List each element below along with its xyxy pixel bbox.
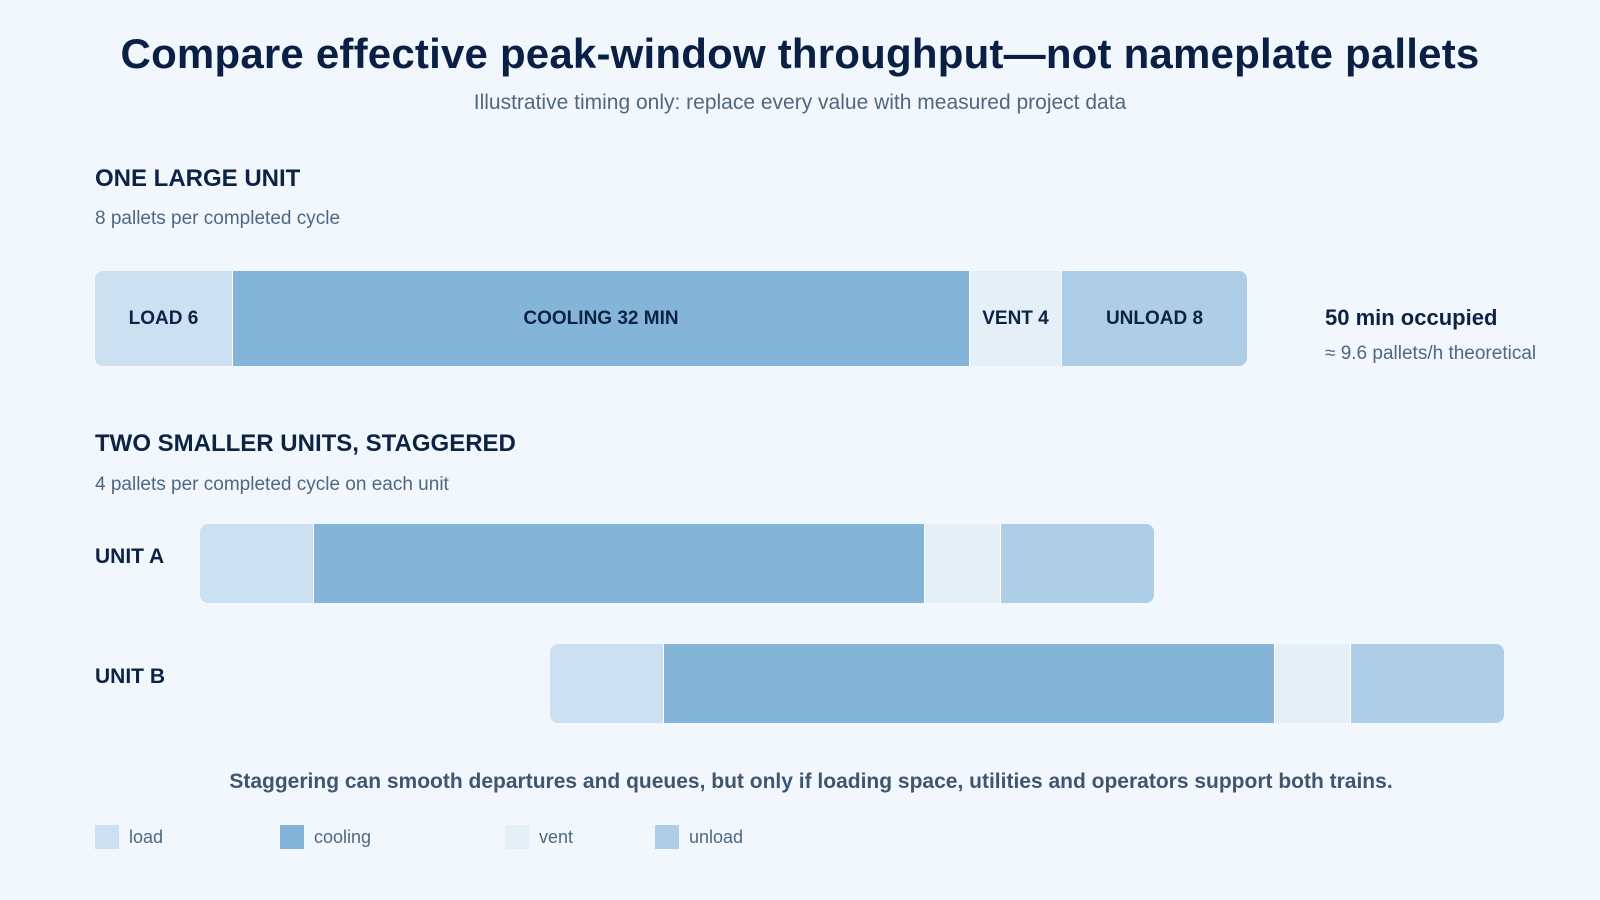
legend-item-cooling: cooling <box>280 825 371 849</box>
vent-swatch <box>505 825 529 849</box>
legend-label: cooling <box>314 826 372 847</box>
load-segment <box>550 644 664 723</box>
large-unit-timeline: LOAD 6 COOLING 32 MIN VENT 4 UNLOAD 8 <box>95 271 1247 366</box>
legend-item-load: load <box>95 825 163 849</box>
vent-segment <box>1275 644 1351 723</box>
unload-segment: UNLOAD 8 <box>1062 271 1247 366</box>
unload-segment <box>1001 524 1154 603</box>
legend-label: vent <box>539 826 574 847</box>
load-segment: LOAD 6 <box>95 271 233 366</box>
unit-a-timeline <box>200 524 1154 603</box>
unload-swatch <box>655 825 679 849</box>
occupied-time: 50 min occupied <box>1325 305 1498 330</box>
large-unit-subheading: 8 pallets per completed cycle <box>95 208 341 229</box>
vent-segment: VENT 4 <box>970 271 1062 366</box>
small-units-heading: TWO SMALLER UNITS, STAGGERED <box>95 430 516 457</box>
large-unit-heading: ONE LARGE UNIT <box>95 165 301 192</box>
theoretical-throughput: ≈ 9.6 pallets/h theoretical <box>1325 343 1537 364</box>
unit-b-label: UNIT B <box>95 665 165 688</box>
unit-a-label: UNIT A <box>95 545 165 568</box>
load-swatch <box>95 825 119 849</box>
cooling-segment <box>664 644 1275 723</box>
cooling-swatch <box>280 825 304 849</box>
cooling-segment: COOLING 32 MIN <box>233 271 970 366</box>
legend-item-unload: unload <box>655 825 743 849</box>
legend-item-vent: vent <box>505 825 573 849</box>
page-title: Compare effective peak-window throughput… <box>120 30 1480 77</box>
load-segment <box>200 524 314 603</box>
cooling-segment <box>314 524 925 603</box>
unit-b-timeline <box>550 644 1504 723</box>
legend-label: unload <box>689 826 744 847</box>
small-units-subheading: 4 pallets per completed cycle on each un… <box>95 474 449 495</box>
staggering-note: Staggering can smooth departures and que… <box>229 770 1393 793</box>
vent-segment <box>925 524 1001 603</box>
unload-segment <box>1351 644 1504 723</box>
legend-label: load <box>129 826 164 847</box>
page-subtitle: Illustrative timing only: replace every … <box>473 91 1127 114</box>
